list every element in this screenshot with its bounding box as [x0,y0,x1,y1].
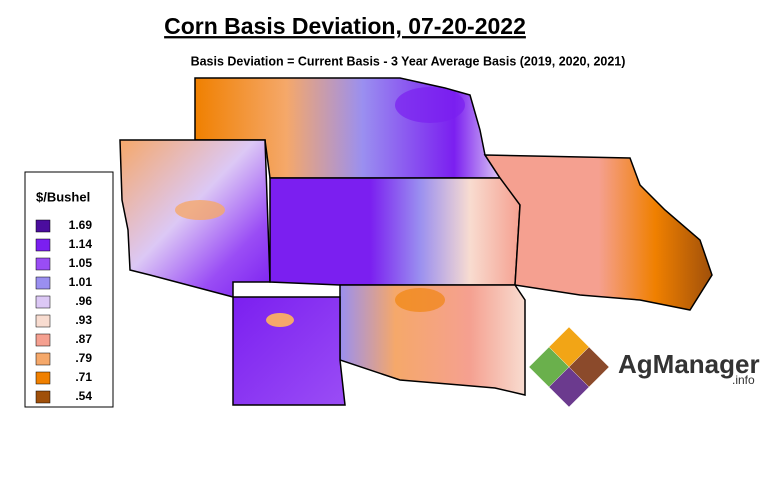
logo: AgManager .info [529,327,760,407]
logo-name: AgManager [618,349,760,379]
hotspot [395,288,445,312]
legend-label: .71 [75,370,92,384]
region-oklahoma [339,284,526,396]
logo-tile [569,347,609,387]
legend-label: .54 [75,389,92,403]
region-kansas [269,177,521,286]
legend-label: .93 [75,313,92,327]
legend-swatch [35,352,51,366]
legend-swatch [35,295,51,309]
logo-tile [549,367,589,407]
logo-suffix: .info [732,373,755,387]
legend-label: .79 [75,351,92,365]
legend-swatch [35,333,51,347]
legend-swatch [35,238,51,252]
region-panhandle [232,296,346,406]
legend-title: $/Bushel [36,189,90,204]
hotspot [395,87,465,123]
hotspot [175,200,225,220]
legend-box [24,171,114,408]
map [119,77,713,406]
legend-label: .96 [75,294,92,308]
title: Corn Basis Deviation, 07-20-2022 [164,13,526,39]
hotspot [266,313,294,327]
legend-label: 1.01 [69,275,93,289]
legend-swatch [35,371,51,385]
legend-swatch [35,276,51,290]
legend-label: 1.69 [69,218,93,232]
legend-label: .87 [75,332,92,346]
legend-swatch [35,219,51,233]
legend-label: 1.14 [69,237,93,251]
subtitle: Basis Deviation = Current Basis - 3 Year… [191,54,626,68]
logo-tile [549,327,589,367]
logo-tile [529,347,569,387]
region-missouri [483,154,713,311]
legend-swatch [35,314,51,328]
legend-swatch [35,390,51,404]
legend-label: 1.05 [69,256,93,270]
legend-swatch [35,257,51,271]
legend: $/Bushel 1.69 1.14 1.05 1.01 .96 .93 .87 .79 .71… [24,171,114,408]
